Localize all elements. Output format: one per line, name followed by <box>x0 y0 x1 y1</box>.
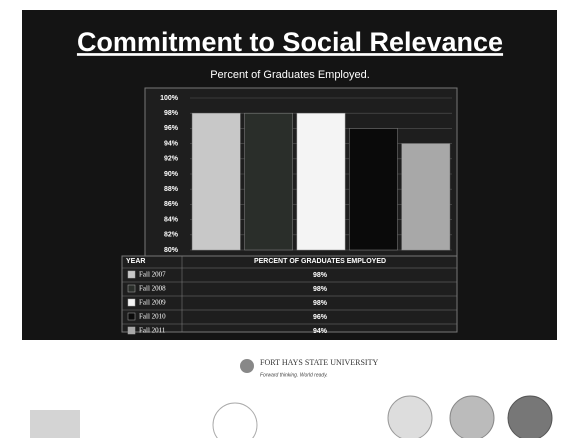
decoration <box>212 402 258 438</box>
y-tick-label: 84% <box>164 216 179 223</box>
y-tick-label: 92% <box>164 156 179 163</box>
table-value: 94% <box>313 328 328 335</box>
data-table <box>121 255 458 333</box>
y-tick-label: 90% <box>164 171 179 178</box>
table-header: YEAR <box>126 258 145 265</box>
y-tick-label: 82% <box>164 232 179 239</box>
table-value: 96% <box>313 314 328 321</box>
table-year: Fall 2009 <box>139 299 166 307</box>
bar <box>349 128 398 251</box>
bar <box>401 143 451 251</box>
table-year: Fall 2007 <box>139 271 166 279</box>
logo-icon <box>240 359 254 373</box>
y-tick-label: 80% <box>164 247 179 254</box>
decoration <box>30 410 80 438</box>
chart-title: Percent of Graduates Employed. <box>210 69 370 81</box>
y-tick-label: 94% <box>164 140 179 147</box>
legend-swatch <box>127 298 136 307</box>
y-tick-label: 100% <box>160 95 179 102</box>
decoration <box>449 395 495 438</box>
bar <box>191 112 241 251</box>
table-header: PERCENT OF GRADUATES EMPLOYED <box>254 258 386 265</box>
y-tick-label: 86% <box>164 201 179 208</box>
logo-name: FORT HAYS STATE UNIVERSITY <box>260 358 378 367</box>
table-value: 98% <box>313 300 328 307</box>
y-tick-label: 98% <box>164 110 179 117</box>
decoration <box>387 395 433 438</box>
decoration <box>507 395 553 438</box>
legend-swatch <box>127 270 136 279</box>
logo-tagline: Forward thinking. World ready. <box>260 372 328 378</box>
legend-swatch <box>127 284 136 293</box>
table-year: Fall 2008 <box>139 285 166 293</box>
legend-swatch <box>127 312 136 321</box>
legend-swatch <box>127 326 136 335</box>
y-tick-label: 96% <box>164 125 179 132</box>
table-year: Fall 2011 <box>139 327 166 335</box>
bar <box>296 112 346 251</box>
bar <box>244 112 293 251</box>
table-year: Fall 2010 <box>139 313 166 321</box>
y-tick-label: 88% <box>164 186 179 193</box>
logo: FORT HAYS STATE UNIVERSITY Forward think… <box>240 358 378 378</box>
table-value: 98% <box>313 286 328 293</box>
table-value: 98% <box>313 272 328 279</box>
slide-title: Commitment to Social Relevance <box>77 27 503 57</box>
